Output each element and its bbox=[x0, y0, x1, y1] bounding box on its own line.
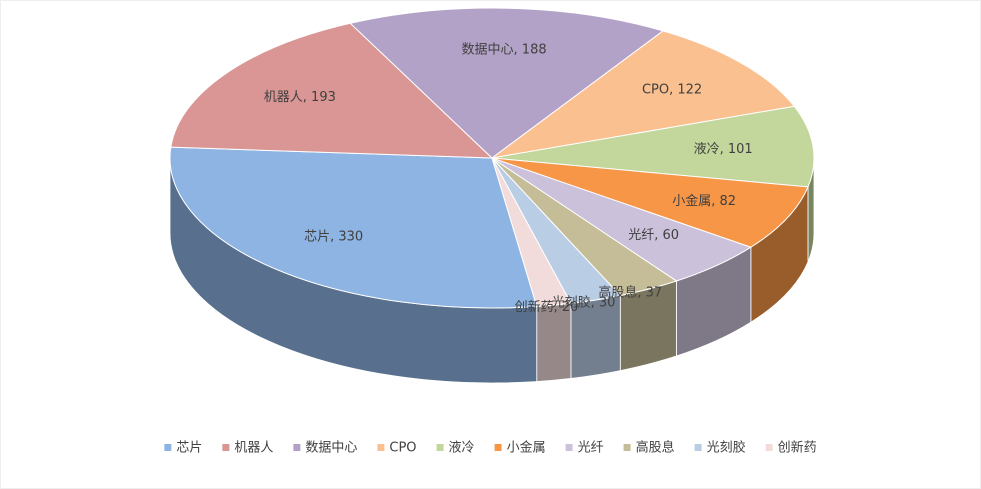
legend-label: 小金属 bbox=[507, 440, 546, 456]
legend-marker bbox=[565, 444, 573, 451]
legend-marker bbox=[164, 444, 172, 451]
data-label: 小金属, 82 bbox=[672, 193, 736, 209]
data-label: 创新药, 20 bbox=[515, 299, 579, 315]
legend-label: 创新药 bbox=[778, 440, 817, 456]
legend-marker bbox=[494, 444, 502, 451]
legend-marker bbox=[222, 444, 230, 451]
legend-label: 液冷 bbox=[449, 441, 475, 456]
data-label: 机器人, 193 bbox=[264, 90, 336, 105]
legend-marker bbox=[765, 444, 773, 451]
legend-item: 机器人 bbox=[222, 441, 273, 456]
data-label: 液冷, 101 bbox=[694, 142, 753, 157]
data-label: 芯片, 330 bbox=[304, 229, 363, 244]
data-label: 数据中心, 188 bbox=[462, 43, 547, 58]
legend-label: 芯片 bbox=[176, 441, 202, 456]
legend-item: 光纤 bbox=[565, 441, 604, 456]
data-label: 光刻胶, 30 bbox=[552, 294, 616, 310]
slice bbox=[491, 157, 809, 248]
pie-tops bbox=[169, 7, 815, 309]
legend-marker bbox=[436, 444, 444, 451]
legend-item: 小金属 bbox=[494, 440, 546, 456]
slice bbox=[491, 30, 796, 159]
data-label: CPO, 122 bbox=[642, 82, 702, 97]
legend-marker bbox=[623, 444, 631, 451]
slice bbox=[349, 7, 665, 159]
legend-marker bbox=[694, 444, 702, 451]
legend-label: 高股息 bbox=[636, 440, 675, 456]
slice-side bbox=[536, 302, 572, 382]
legend-marker bbox=[293, 444, 301, 451]
legend-label: 机器人 bbox=[234, 441, 273, 456]
data-label: 高股息, 37 bbox=[598, 285, 662, 301]
data-labels: 芯片, 330 机器人, 193 数据中心, 188 CPO, 122 液冷, 101 小… bbox=[264, 43, 753, 315]
slice bbox=[170, 22, 494, 159]
slice bbox=[491, 157, 572, 308]
slice bbox=[491, 105, 815, 188]
legend-marker bbox=[377, 444, 385, 451]
data-label: 光纤, 60 bbox=[628, 228, 679, 243]
legend-label: 数据中心 bbox=[305, 441, 357, 456]
legend-item: CPO bbox=[377, 441, 417, 456]
legend-item: 光刻胶 bbox=[694, 440, 746, 456]
slice bbox=[169, 146, 538, 309]
legend-item: 高股息 bbox=[623, 440, 675, 456]
legend-label: 光纤 bbox=[578, 441, 604, 456]
legend: 芯片 机器人 数据中心 CPO 液冷 小金属 光纤 高股息 光刻胶 创新药 bbox=[164, 440, 817, 456]
legend-item: 数据中心 bbox=[293, 441, 357, 456]
legend-label: 光刻胶 bbox=[707, 440, 746, 456]
legend-item: 芯片 bbox=[164, 441, 202, 456]
legend-item: 液冷 bbox=[436, 441, 475, 456]
legend-item: 创新药 bbox=[765, 440, 817, 456]
legend-label: CPO bbox=[389, 441, 416, 456]
